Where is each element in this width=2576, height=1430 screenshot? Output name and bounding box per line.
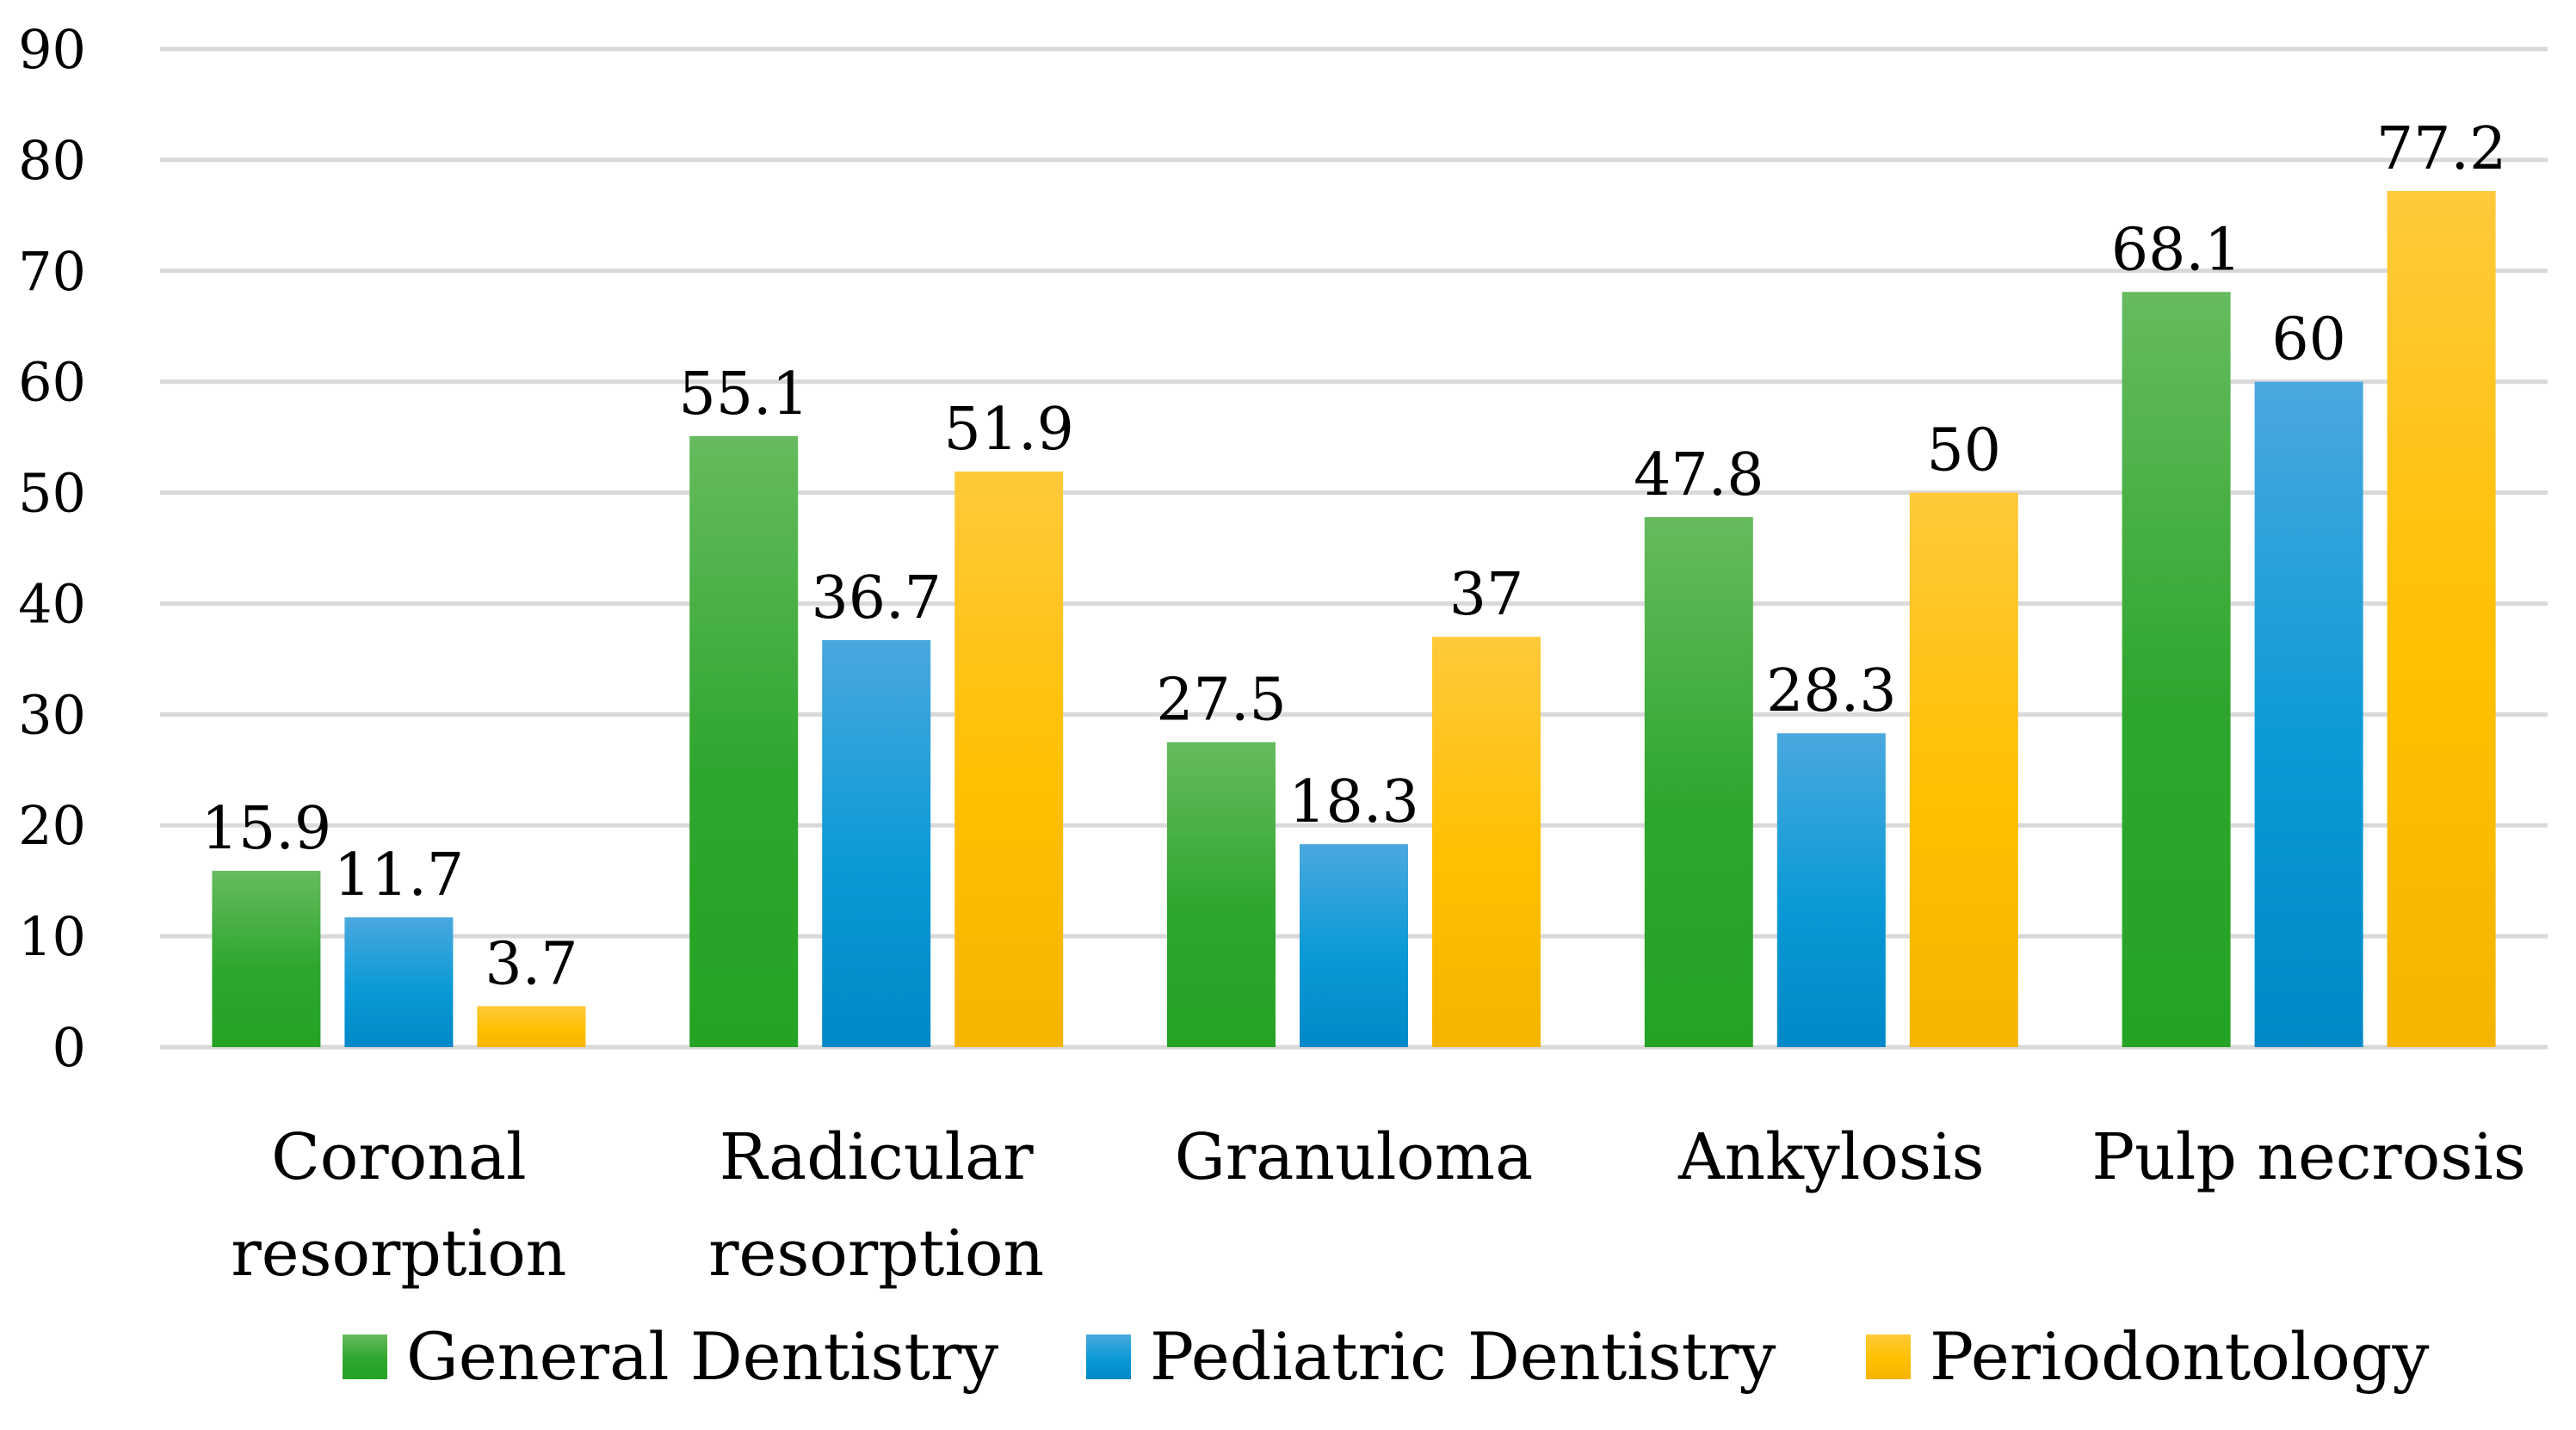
- x-tick-label-line: resorption: [231, 1217, 566, 1291]
- x-tick-label-line: Granuloma: [1175, 1120, 1533, 1194]
- y-tick-label-50: 50: [18, 462, 86, 525]
- legend-swatch-general-dentistry: [343, 1334, 387, 1379]
- x-tick-label-line: Ankylosis: [1677, 1120, 1985, 1194]
- y-tick-label-60: 60: [18, 351, 86, 414]
- x-tick-label-line: Coronal: [271, 1120, 527, 1194]
- x-tick-label-0: Coronal resorption: [231, 1120, 566, 1291]
- bar-pediatric-dentistry-2: [1300, 844, 1408, 1047]
- legend: General Dentistry Pediatric Dentistry Peri…: [343, 1318, 2429, 1395]
- data-label-pediatric-dentistry-3: 28.3: [1766, 657, 1896, 725]
- legend-label-pediatric-dentistry: Pediatric Dentistry: [1150, 1318, 1776, 1395]
- data-label-periodontology-0: 3.7: [485, 930, 578, 998]
- bar-pediatric-dentistry-0: [344, 917, 454, 1047]
- bar-pediatric-dentistry-4: [2254, 381, 2363, 1048]
- data-labels-layer: 15.911.7 3.7 55.1 36.7 51.9 27.518.3 37 47.8 28.…: [201, 115, 2507, 998]
- legend-label-general-dentistry: General Dentistry: [406, 1318, 998, 1395]
- y-tick-label-80: 80: [18, 129, 86, 192]
- x-tick-label-line: Pulp necrosis: [2091, 1120, 2525, 1194]
- x-tick-label-3: Ankylosis: [1677, 1120, 1985, 1194]
- x-tick-label-line: Radicular: [720, 1120, 1034, 1194]
- bar-periodontology-3: [1909, 492, 2018, 1047]
- y-tick-label-70: 70: [18, 240, 86, 303]
- bar-general-dentistry-2: [1167, 742, 1276, 1047]
- x-tick-label-line: resorption: [708, 1217, 1044, 1291]
- data-label-periodontology-4: 77.2: [2376, 115, 2506, 183]
- y-tick-label-10: 10: [18, 905, 86, 968]
- bar-periodontology-4: [2387, 190, 2496, 1047]
- x-tick-label-4: Pulp necrosis: [2091, 1120, 2525, 1194]
- data-label-general-dentistry-1: 55.1: [678, 361, 808, 428]
- legend-swatch-pediatric-dentistry: [1086, 1334, 1131, 1379]
- y-tick-label-20: 20: [18, 794, 86, 857]
- bar-periodontology-1: [954, 472, 1064, 1047]
- data-label-general-dentistry-2: 27.5: [1156, 667, 1286, 735]
- data-label-periodontology-3: 50: [1927, 417, 2002, 485]
- data-label-pediatric-dentistry-4: 60: [2271, 306, 2346, 374]
- y-tick-label-0: 0: [53, 1016, 86, 1079]
- bar-general-dentistry-0: [212, 871, 321, 1047]
- bar-general-dentistry-1: [689, 435, 799, 1047]
- bar-periodontology-0: [477, 1006, 586, 1047]
- grid-layer: [160, 46, 2548, 1050]
- bars-layer: [212, 190, 2496, 1048]
- data-label-pediatric-dentistry-1: 36.7: [811, 564, 941, 632]
- bar-pediatric-dentistry-1: [822, 639, 931, 1047]
- data-label-general-dentistry-3: 47.8: [1634, 441, 1764, 509]
- data-label-pediatric-dentistry-2: 18.3: [1288, 768, 1418, 836]
- bar-general-dentistry-4: [2122, 292, 2231, 1047]
- x-tick-label-2: Granuloma: [1175, 1120, 1533, 1194]
- y-tick-label-40: 40: [18, 572, 86, 635]
- bar-pediatric-dentistry-3: [1776, 733, 1886, 1047]
- data-label-periodontology-2: 37: [1449, 561, 1524, 629]
- legend-swatch-periodontology: [1866, 1334, 1911, 1379]
- data-label-general-dentistry-4: 68.1: [2111, 216, 2241, 284]
- data-label-periodontology-1: 51.9: [943, 396, 1073, 464]
- y-tick-label-90: 90: [18, 18, 86, 81]
- y-tick-label-30: 30: [18, 683, 86, 746]
- legend-label-periodontology: Periodontology: [1930, 1318, 2429, 1395]
- x-tick-label-1: Radicular resorption: [708, 1120, 1044, 1291]
- bar-general-dentistry-3: [1644, 516, 1753, 1047]
- data-label-general-dentistry-0: 15.9: [201, 795, 331, 863]
- bar-periodontology-2: [1432, 637, 1541, 1047]
- data-label-pediatric-dentistry-0: 11.7: [334, 841, 464, 909]
